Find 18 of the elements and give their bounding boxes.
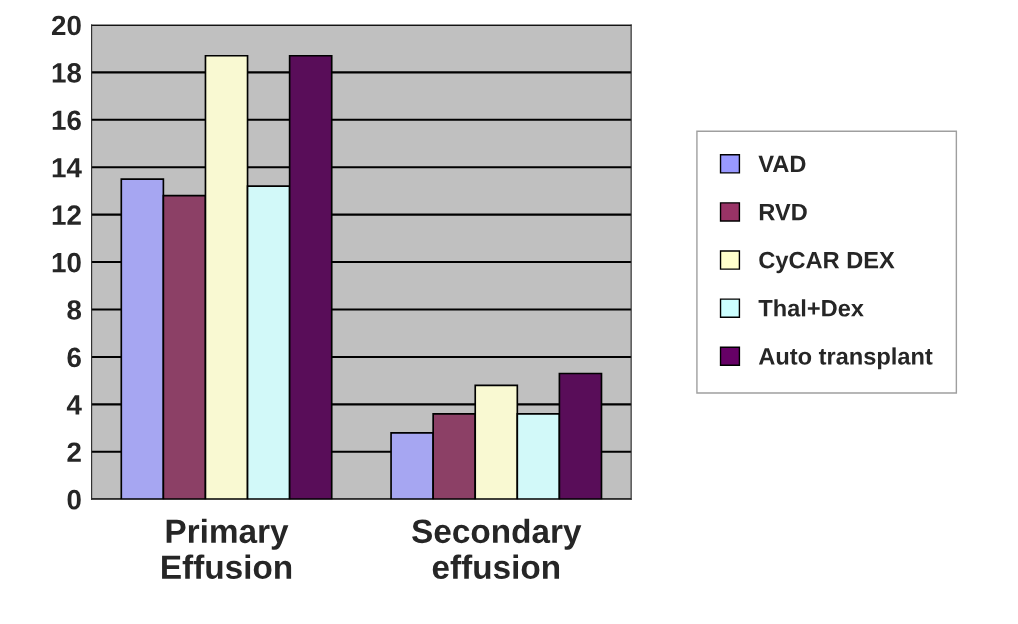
x-tick-label: Secondary effusion <box>412 518 582 580</box>
y-tick-label: 6 <box>67 347 81 368</box>
y-tick-label: 18 <box>52 63 82 83</box>
legend-label: VAD <box>758 155 806 173</box>
y-tick-label: 10 <box>52 252 81 273</box>
y-tick-label: 2 <box>67 442 81 462</box>
y-tick-label: 14 <box>52 158 82 178</box>
y-tick-label: 16 <box>52 110 81 131</box>
legend-label: CyCAR DEX <box>759 251 895 274</box>
legend-label: Auto transplant <box>758 347 933 370</box>
y-tick-label: 20 <box>51 15 81 36</box>
x-tick-label: Primary Effusion <box>162 518 292 580</box>
legend-label: RVD <box>759 203 807 221</box>
y-tick-label: 12 <box>52 205 81 225</box>
y-tick-label: 8 <box>67 300 82 320</box>
y-tick-label: 4 <box>66 395 82 415</box>
y-tick-label: 0 <box>67 489 81 510</box>
legend-label: Thal+Dex <box>758 299 864 317</box>
